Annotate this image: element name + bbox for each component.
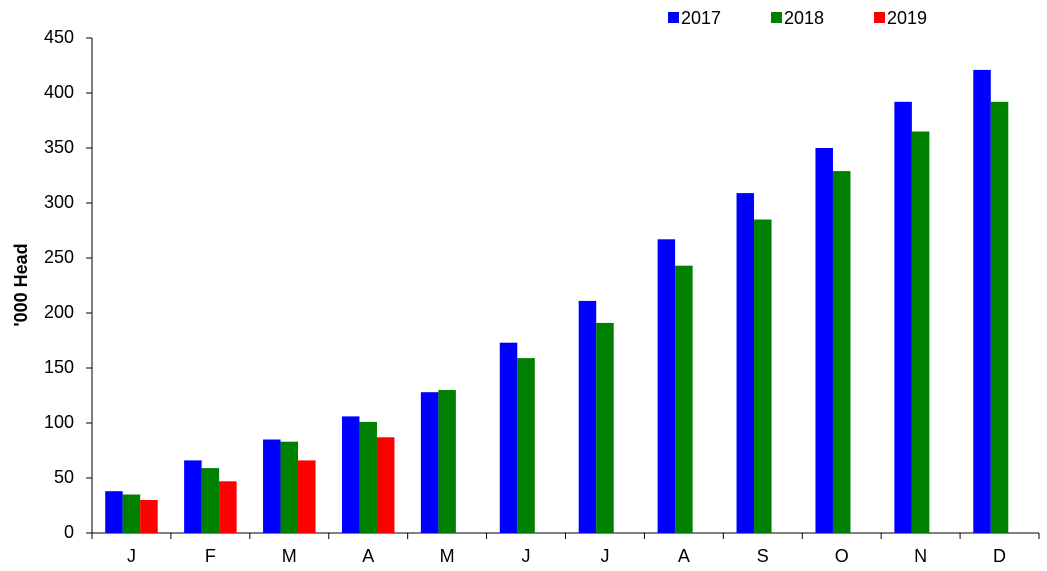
y-tick-label: 0 [64, 522, 74, 542]
x-tick-label: J [127, 546, 136, 566]
y-tick-label: 450 [44, 27, 74, 47]
x-tick-label: A [678, 546, 690, 566]
bar [438, 390, 456, 533]
x-tick-label: M [440, 546, 455, 566]
bar [832, 171, 851, 533]
x-tick-label: J [600, 546, 609, 566]
x-tick-label: F [205, 546, 216, 566]
bar [122, 494, 141, 533]
bar [105, 491, 123, 533]
bar [219, 481, 237, 533]
bar [894, 101, 912, 534]
bar [341, 416, 360, 533]
bar [517, 358, 535, 533]
bar [359, 421, 377, 533]
bar [201, 468, 220, 533]
bar [420, 392, 439, 533]
bar [140, 500, 158, 533]
y-tick-label: 400 [44, 82, 74, 102]
bar [990, 101, 1009, 534]
x-tick-label: O [835, 546, 849, 566]
bar [184, 460, 202, 533]
legend-label: 2018 [784, 8, 824, 28]
legend-swatch [771, 12, 782, 23]
y-tick-label: 300 [44, 192, 74, 212]
x-tick-label: D [993, 546, 1006, 566]
bar [596, 322, 614, 533]
y-tick-label: 150 [44, 357, 74, 377]
y-tick-label: 200 [44, 302, 74, 322]
bar [675, 265, 693, 533]
x-tick-label: S [757, 546, 769, 566]
y-tick-label: 50 [54, 467, 74, 487]
x-tick-label: J [522, 546, 531, 566]
bar [973, 69, 991, 534]
bar [376, 437, 395, 533]
bar [657, 239, 676, 534]
bar [815, 148, 833, 533]
legend-label: 2017 [681, 8, 721, 28]
bar [298, 460, 316, 533]
x-tick-label: N [914, 546, 927, 566]
legend-swatch [668, 12, 679, 23]
bar [911, 131, 930, 533]
bar [736, 193, 755, 533]
bar [280, 441, 299, 533]
y-tick-label: 250 [44, 247, 74, 267]
x-tick-label: M [282, 546, 297, 566]
legend-swatch [874, 12, 885, 23]
bar [578, 300, 597, 533]
y-tick-label: 350 [44, 137, 74, 157]
legend-label: 2019 [887, 8, 927, 28]
bar [754, 219, 772, 533]
bar [499, 342, 518, 533]
bar [263, 439, 281, 533]
y-tick-label: 100 [44, 412, 74, 432]
x-tick-label: A [362, 546, 374, 566]
y-axis-title: '000 Head [11, 243, 31, 326]
